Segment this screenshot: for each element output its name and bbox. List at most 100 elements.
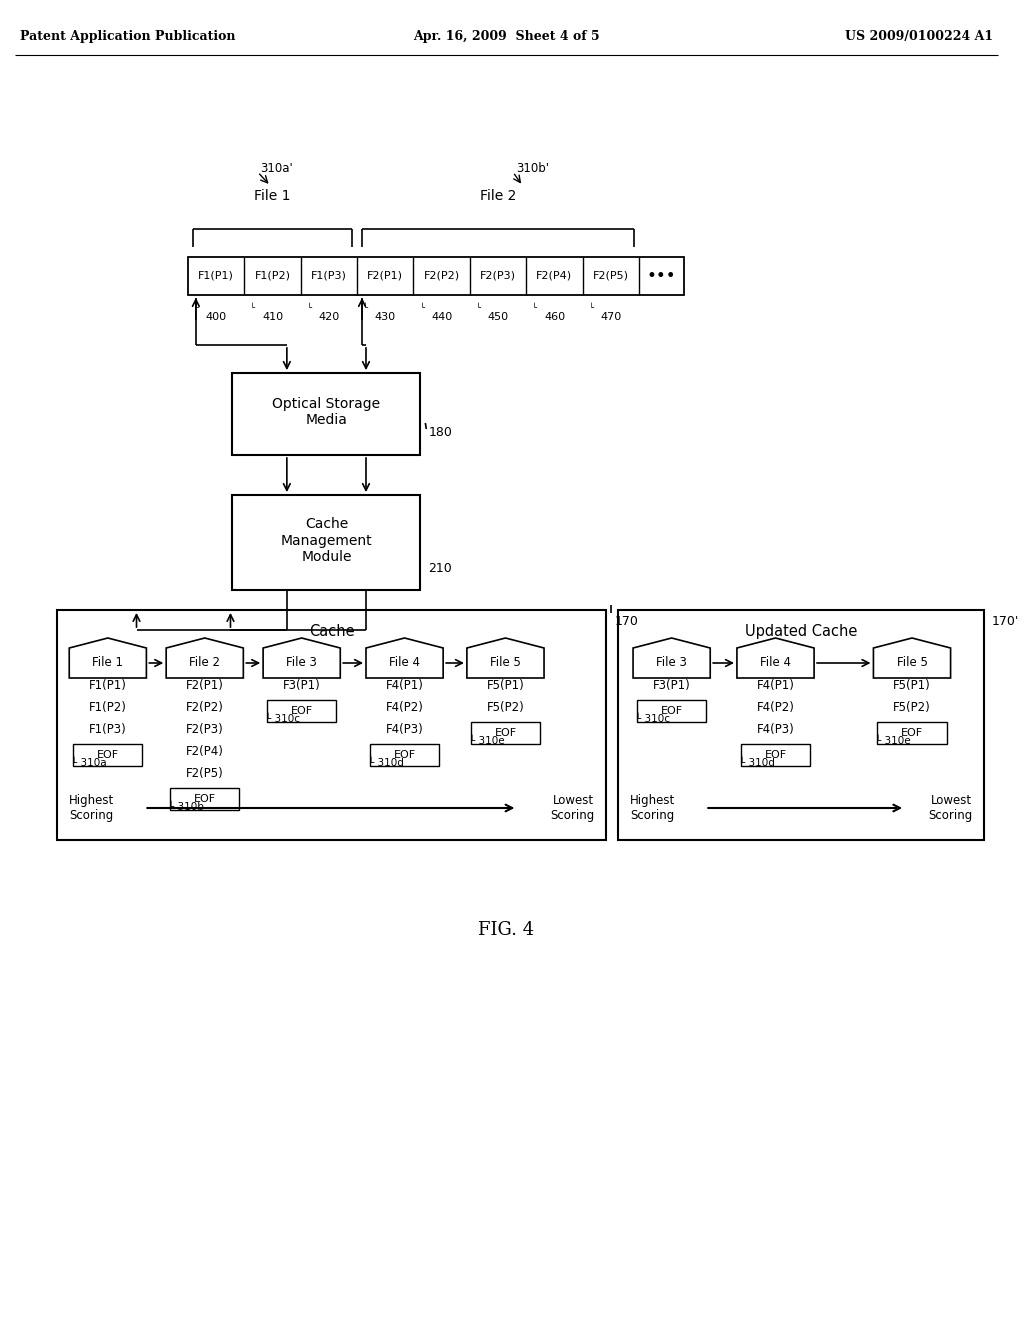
Polygon shape [166,638,244,678]
Text: File 4: File 4 [389,656,420,669]
Bar [232,495,421,590]
Bar [232,374,421,455]
Text: 170': 170' [992,615,1020,628]
Text: F1(P2): F1(P2) [89,701,127,714]
Text: File 1: File 1 [92,656,123,669]
Text: Optical Storage
Media: Optical Storage Media [272,397,381,428]
Text: F4(P2): F4(P2) [386,701,424,714]
Polygon shape [70,638,146,678]
Text: F2(P3): F2(P3) [480,271,516,281]
Text: File 3: File 3 [656,656,687,669]
Text: └ 310e: └ 310e [876,737,911,746]
Text: Highest
Scoring: Highest Scoring [630,795,676,822]
Text: F2(P4): F2(P4) [185,746,223,759]
Text: └ 310d: └ 310d [739,758,775,768]
Polygon shape [366,638,443,678]
Text: File 5: File 5 [897,656,928,669]
Text: Cache: Cache [309,624,354,639]
Text: Highest
Scoring: Highest Scoring [70,795,115,822]
Polygon shape [467,638,544,678]
Polygon shape [737,638,814,678]
Text: Patent Application Publication: Patent Application Publication [19,30,236,44]
Polygon shape [263,638,340,678]
Text: 310a': 310a' [261,162,294,176]
Text: F3(P1): F3(P1) [652,680,690,693]
Bar [57,610,606,840]
Text: Lowest
Scoring: Lowest Scoring [928,795,973,822]
Text: └: └ [532,304,538,313]
Text: US 2009/0100224 A1: US 2009/0100224 A1 [845,30,993,44]
Text: 170: 170 [614,615,638,628]
Text: F2(P5): F2(P5) [593,271,629,281]
Text: 450: 450 [487,312,509,322]
Text: File 1: File 1 [254,189,291,203]
Text: Updated Cache: Updated Cache [745,624,857,639]
Bar [370,744,439,766]
Text: F4(P2): F4(P2) [757,701,795,714]
Text: F1(P1): F1(P1) [199,271,234,281]
Text: F3(P1): F3(P1) [283,680,321,693]
Text: Cache
Management
Module: Cache Management Module [281,517,373,564]
Text: 460: 460 [544,312,565,322]
Text: File 4: File 4 [760,656,791,669]
Bar [741,744,810,766]
Text: └ 310a: └ 310a [72,758,106,768]
Text: F4(P3): F4(P3) [757,723,795,737]
Text: └ 310b: └ 310b [168,803,204,812]
Text: F1(P3): F1(P3) [311,271,347,281]
Text: 310b': 310b' [516,162,549,176]
Bar [471,722,540,744]
Polygon shape [625,693,690,756]
Text: F4(P1): F4(P1) [757,680,795,693]
Text: EOF: EOF [393,750,416,760]
Text: F1(P3): F1(P3) [89,723,127,737]
Text: └: └ [420,304,424,313]
Text: 180: 180 [428,426,453,440]
Text: └ 310c: └ 310c [265,714,300,723]
Bar [637,700,707,722]
Text: EOF: EOF [194,795,216,804]
Bar [73,744,142,766]
Text: └: └ [364,304,368,313]
Bar [618,610,984,840]
Text: EOF: EOF [291,706,312,715]
Text: F2(P2): F2(P2) [424,271,460,281]
Text: Lowest
Scoring: Lowest Scoring [550,795,595,822]
Text: File 2: File 2 [480,189,516,203]
Polygon shape [633,638,711,678]
Text: F2(P1): F2(P1) [185,680,223,693]
Text: └: └ [306,304,311,313]
Text: EOF: EOF [495,729,516,738]
Text: EOF: EOF [765,750,786,760]
Text: F2(P4): F2(P4) [537,271,572,281]
Text: F1(P1): F1(P1) [89,680,127,693]
Text: └ 310e: └ 310e [469,737,505,746]
Bar [170,788,240,810]
Text: F1(P2): F1(P2) [255,271,291,281]
Text: •••: ••• [646,267,676,285]
Text: 470: 470 [600,312,622,322]
Text: File 3: File 3 [287,656,317,669]
Text: 210: 210 [428,561,452,574]
Text: 400: 400 [206,312,227,322]
Text: F5(P1): F5(P1) [486,680,524,693]
Text: F5(P2): F5(P2) [893,701,931,714]
Text: FIG. 4: FIG. 4 [478,921,535,939]
Text: └: └ [476,304,481,313]
Text: EOF: EOF [901,729,923,738]
Text: 420: 420 [318,312,340,322]
Text: F2(P3): F2(P3) [186,723,223,737]
Text: F4(P1): F4(P1) [386,680,424,693]
Text: 440: 440 [431,312,453,322]
Text: └ 310c: └ 310c [635,714,670,723]
Text: File 2: File 2 [189,656,220,669]
Text: F2(P5): F2(P5) [186,767,223,780]
Text: └ 310d: └ 310d [368,758,403,768]
Bar [267,700,336,722]
Text: F5(P2): F5(P2) [486,701,524,714]
Text: └: └ [589,304,594,313]
Text: File 5: File 5 [490,656,521,669]
Text: 430: 430 [375,312,396,322]
Bar [878,722,946,744]
Text: EOF: EOF [96,750,119,760]
